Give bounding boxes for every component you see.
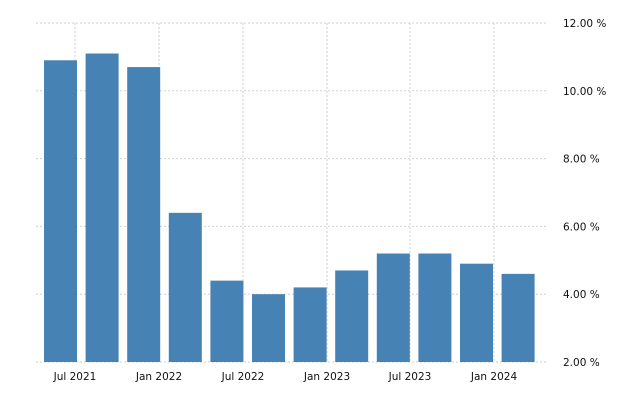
x-tick-label: Jul 2023 <box>388 371 432 383</box>
bar <box>335 270 369 362</box>
x-tick-label: Jul 2021 <box>53 371 97 383</box>
x-tick-label: Jan 2022 <box>135 371 182 383</box>
y-tick-label: 12.00 % <box>563 18 606 30</box>
bar <box>252 294 285 362</box>
x-tick-label: Jul 2022 <box>221 371 265 383</box>
y-tick-label: 4.00 % <box>563 289 600 301</box>
bar <box>44 60 77 362</box>
x-tick-label: Jan 2023 <box>303 371 350 383</box>
y-tick-label: 10.00 % <box>563 86 606 98</box>
bar <box>376 253 410 362</box>
bar <box>501 273 535 362</box>
bar <box>418 253 452 362</box>
bar <box>210 280 244 362</box>
y-tick-label: 6.00 % <box>563 221 600 233</box>
bar <box>168 212 202 362</box>
y-tick-label: 2.00 % <box>563 357 600 369</box>
y-tick-label: 8.00 % <box>563 154 600 166</box>
bar <box>460 263 493 362</box>
x-tick-label: Jan 2024 <box>470 371 518 383</box>
bar <box>85 53 119 362</box>
bar <box>127 67 161 362</box>
bar <box>293 287 327 362</box>
